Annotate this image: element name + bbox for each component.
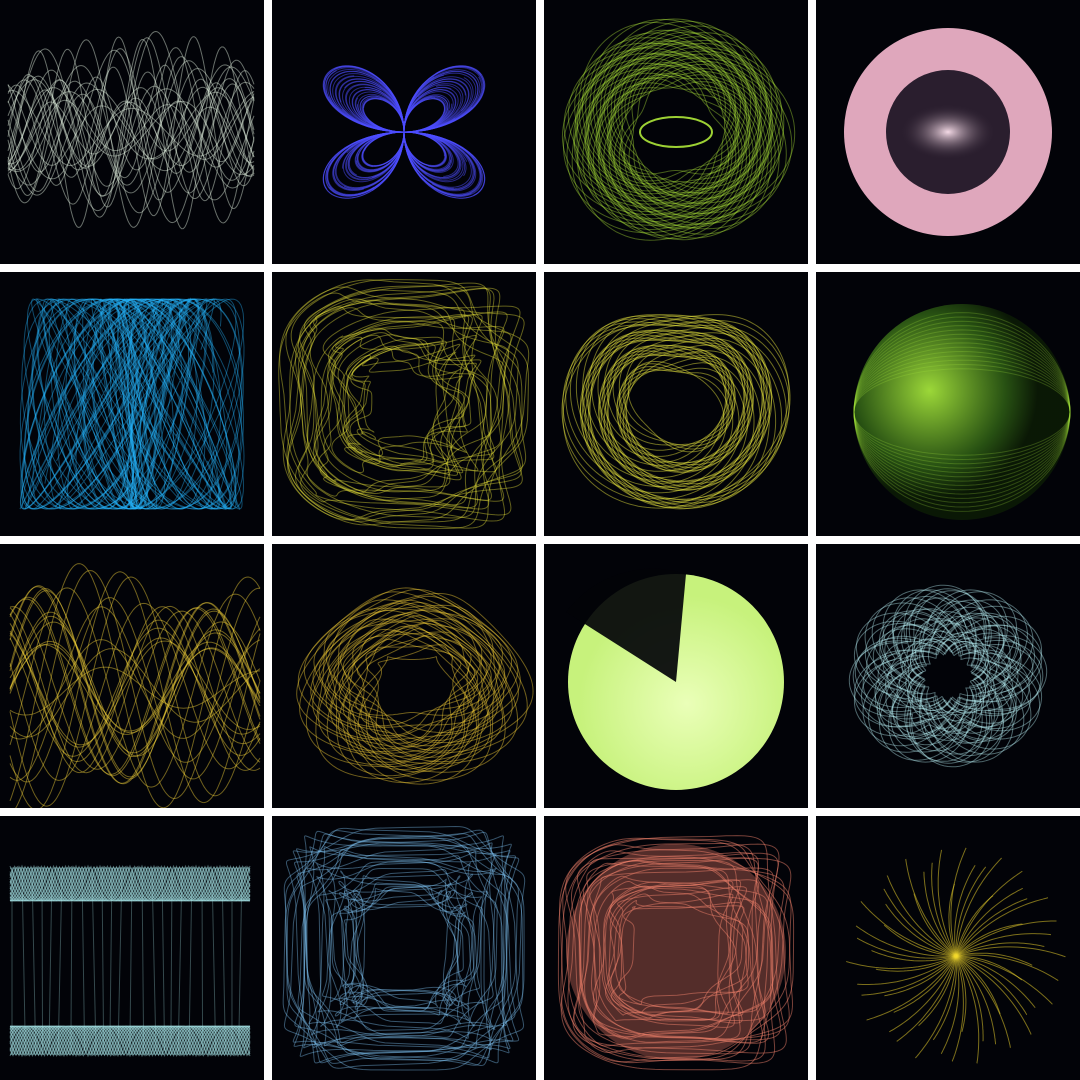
attractor-torus-eye-tile [544,0,808,264]
attractor-cone-disk-tile [544,544,808,808]
attractor-clover-bloom [848,584,1048,768]
attractor-ribbon-wave [7,30,255,230]
attractor-tangled-knot [19,297,245,511]
attractor-coral-cushion-tile [544,816,808,1080]
attractor-petal-flower-tile [272,0,536,264]
attractor-shaded-sphere-tile [816,272,1080,536]
attractor-crown-cylinder-tile [0,816,264,1080]
attractor-ribbon-wave-tile [0,0,264,264]
attractor-curl-ring [296,587,534,785]
attractor-coral-cushion [557,835,795,1071]
attractor-torus-eye [561,18,796,241]
attractor-sun-flower [846,847,1066,1064]
attractor-heart-sphere-tile [544,272,808,536]
attractor-blue-cushion [282,825,526,1071]
attractor-cone-disk [566,568,784,790]
attractor-tangled-knot-tile [0,272,264,536]
attractor-clover-bloom-tile [816,544,1080,808]
attractor-sine-wave [9,563,261,808]
attractor-blue-cushion-tile [272,816,536,1080]
attractor-square-cushion-tile [272,272,536,536]
attractor-heart-sphere [561,314,791,510]
attractor-glow-ring-tile [816,0,1080,264]
attractor-glow-ring [844,28,1052,236]
attractor-petal-flower [322,65,486,199]
attractor-square-cushion [278,279,530,529]
attractor-sine-wave-tile [0,544,264,808]
attractor-shaded-sphere [853,304,1071,520]
attractor-crown-cylinder [9,864,251,1058]
attractor-curl-ring-tile [272,544,536,808]
attractor-sun-flower-tile [816,816,1080,1080]
